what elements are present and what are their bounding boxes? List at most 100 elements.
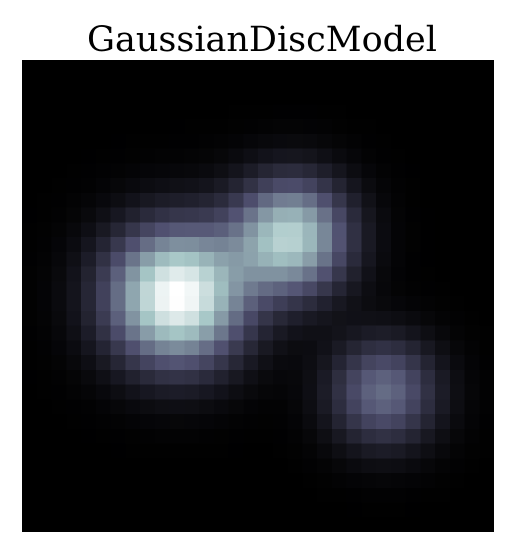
heatmap-cell [22,251,38,268]
heatmap-cell [66,296,82,312]
heatmap-cell [140,104,156,120]
heatmap-cell [243,119,259,135]
heatmap-cell [51,192,67,209]
heatmap-cell [390,296,407,312]
heatmap-cell [199,487,215,504]
heatmap-cell [287,458,303,474]
heatmap-cell [22,399,38,415]
heatmap-cell [435,74,451,91]
heatmap-cell [376,104,392,120]
heatmap-cell [390,458,407,474]
heatmap-cell [258,163,274,179]
heatmap-cell [81,74,97,91]
heatmap-cell [317,119,333,135]
heatmap-cell [464,428,480,445]
heatmap-cell [228,163,244,179]
heatmap-cell [154,192,171,209]
heatmap-cell [346,74,362,91]
heatmap-cell [243,237,259,253]
heatmap-cell [435,473,451,489]
heatmap-cell [361,369,377,386]
heatmap-cell [258,192,274,209]
heatmap-cell [435,325,451,341]
heatmap-cell [435,355,451,371]
heatmap-cell [110,222,126,238]
heatmap-cell [228,355,244,371]
axes-frame [22,60,494,532]
heatmap-cell [346,384,362,400]
heatmap-cell [95,119,112,135]
heatmap-cell [66,192,82,209]
heatmap-cell [199,74,215,91]
heatmap-cell [464,237,480,253]
heatmap-cell [302,251,318,268]
heatmap-cell [258,60,274,76]
heatmap-cell [272,192,289,209]
heatmap-cell [479,266,494,282]
heatmap-cell [420,443,436,459]
heatmap-cell [331,502,348,518]
heatmap-cell [331,384,348,400]
heatmap-cell [331,133,348,150]
heatmap-cell [449,163,466,179]
heatmap-cell [154,266,171,282]
heatmap-cell [36,281,53,297]
heatmap-cell [449,251,466,268]
heatmap-cell [243,310,259,327]
heatmap-cell [390,369,407,386]
heatmap-cell [435,384,451,400]
heatmap-cell [95,89,112,105]
heatmap-cell [184,251,200,268]
heatmap-cell [317,443,333,459]
heatmap-cell [258,325,274,341]
heatmap-cell [140,207,156,223]
heatmap-cell [169,487,185,504]
heatmap-cell [125,384,141,400]
heatmap-cell [213,104,230,120]
heatmap-cell [51,119,67,135]
heatmap-cell [390,119,407,135]
heatmap-cell [331,458,348,474]
heatmap-cell [154,74,171,91]
heatmap-cell [125,517,141,532]
heatmap-cell [464,443,480,459]
heatmap-cell [110,355,126,371]
heatmap-cell [376,119,392,135]
heatmap-cell [154,119,171,135]
heatmap-cell [81,502,97,518]
heatmap-cell [95,104,112,120]
heatmap-cell [317,458,333,474]
heatmap-cell [95,325,112,341]
heatmap-cell [199,163,215,179]
heatmap-cell [420,237,436,253]
heatmap-cell [36,296,53,312]
heatmap-cell [184,325,200,341]
heatmap-cell [346,89,362,105]
heatmap-cell [302,428,318,445]
heatmap-cell [199,207,215,223]
heatmap-cell [184,517,200,532]
heatmap-cell [110,428,126,445]
heatmap-cell [405,487,421,504]
heatmap-cell [51,458,67,474]
heatmap-cell [449,89,466,105]
heatmap-cell [66,148,82,164]
heatmap-cell [81,163,97,179]
heatmap-cell [169,340,185,356]
heatmap-cell [479,222,494,238]
heatmap-cell [22,163,38,179]
heatmap-cell [95,428,112,445]
heatmap-cell [331,60,348,76]
heatmap-cell [228,310,244,327]
heatmap-cell [420,369,436,386]
heatmap-cell [95,281,112,297]
heatmap-cell [346,119,362,135]
heatmap-cell [125,443,141,459]
heatmap-cell [302,148,318,164]
heatmap-cell [376,178,392,194]
heatmap-cell [331,428,348,445]
heatmap-cell [258,74,274,91]
heatmap-cell [154,325,171,341]
heatmap-cell [184,74,200,91]
heatmap-cell [376,340,392,356]
